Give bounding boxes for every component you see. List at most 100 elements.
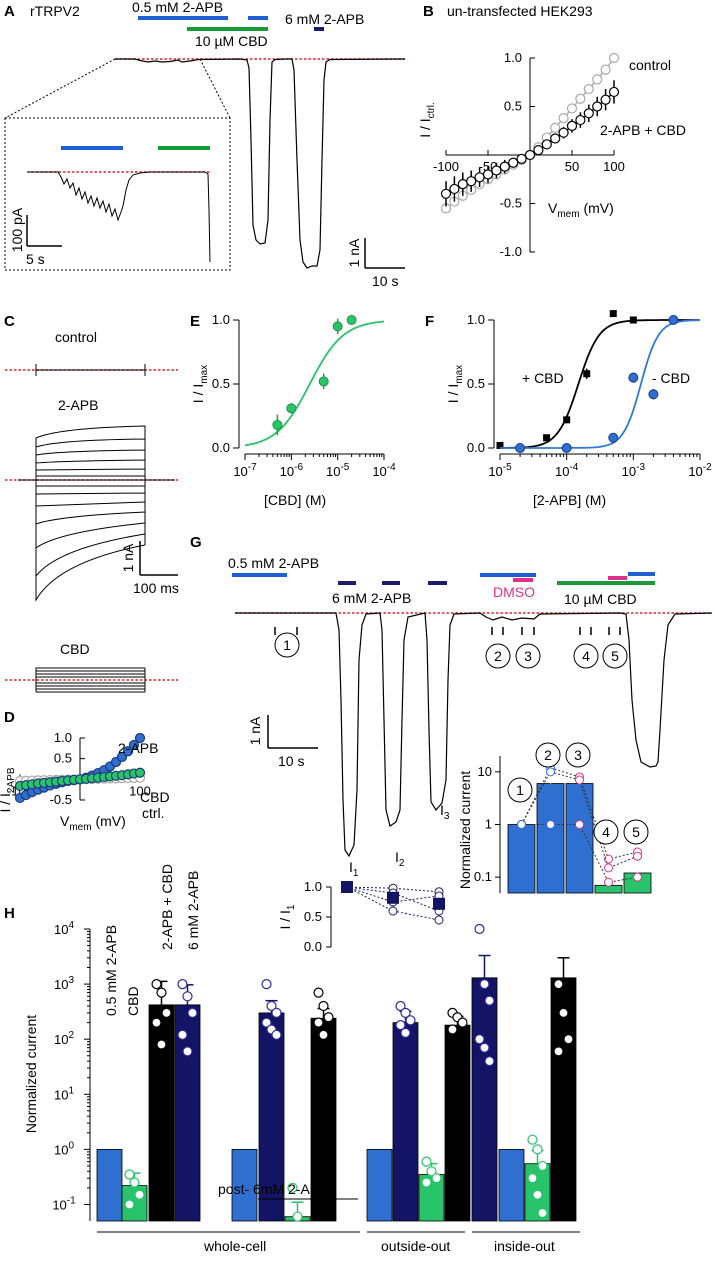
b-xlabel-sub: mem <box>557 209 579 220</box>
E-point <box>346 315 357 325</box>
F-xtick-exp: -5 <box>503 462 512 473</box>
h-ytick-base: 10 <box>54 922 68 937</box>
panel-b: B un-transfected HEK293 -100 -50 50 100-1.0… <box>417 3 686 259</box>
h-cell-point <box>421 1156 432 1167</box>
inset-scale-x-label: 5 s <box>26 251 45 267</box>
h-cell-point <box>400 1027 411 1039</box>
f-ylabel-sub: max <box>454 365 465 384</box>
h-cell-point <box>484 995 495 1006</box>
B-point <box>566 120 578 132</box>
E-ytick-label: 1.0 <box>212 312 230 327</box>
h-ytick-label: 102 <box>54 1030 74 1047</box>
B-point <box>575 93 586 104</box>
gp-cell-line <box>346 886 440 893</box>
h-cell-point <box>266 1000 277 1012</box>
B-xtick-label: -100 <box>433 159 459 174</box>
h-cell-point <box>395 1000 406 1012</box>
h-bar <box>366 1148 393 1222</box>
h-cell-point <box>532 1189 543 1200</box>
g-marker-circle <box>602 643 628 669</box>
F-ytick-label: 0.5 <box>467 376 485 391</box>
B-point <box>499 161 510 172</box>
h-ytick-exp: 4 <box>68 920 74 931</box>
gp-cell-point <box>388 906 398 916</box>
gn-marker-circle <box>593 819 619 845</box>
D-point <box>134 732 146 744</box>
F-xtick-exp: -3 <box>636 462 645 473</box>
gn-cell-point <box>633 851 642 861</box>
g-scale-y-label: 1 nA <box>247 716 263 745</box>
h-ytick-base: 10 <box>54 1087 68 1102</box>
panel-a-letter: A <box>4 3 15 20</box>
g-marker-number: 5 <box>611 648 619 664</box>
h-cell-point <box>124 1199 135 1210</box>
g-marker-circle <box>573 643 599 669</box>
B-point <box>482 169 494 180</box>
B-point <box>583 108 594 119</box>
b-ylabel-sub: ctrl. <box>426 102 437 118</box>
E-ytick-label: 0.5 <box>212 376 230 391</box>
chart-g-normalized-current: 0.1 1 10 Normalized current 1 2 3 4 5 <box>457 742 652 894</box>
gn-cell-point <box>517 820 526 829</box>
F-xtick-label: 10-4 <box>555 462 579 479</box>
h-label-outside-out: outside-out <box>381 1238 450 1254</box>
gn-cell-point <box>575 820 584 829</box>
g-peak-i1: I1 <box>349 859 359 879</box>
b-legend-control: control <box>629 57 671 73</box>
F-xtick-base: 10 <box>555 464 569 479</box>
F-point <box>543 434 551 442</box>
b-xlabel-unit: (mV) <box>580 200 614 216</box>
d-ylabel: I / I2APB <box>0 767 17 812</box>
D-point <box>116 751 128 763</box>
h-label-post-6mm: post- 6mM 2-APB <box>218 1181 328 1197</box>
F-point <box>609 310 617 318</box>
g-peak-i1-sub: 1 <box>353 868 359 879</box>
chart-g-peak-ratio: 0.0 0.5 1.0 I / I1 <box>277 879 445 954</box>
f-ylabel-base: I / I <box>445 384 461 403</box>
h-ytick-base: 10 <box>54 1032 68 1047</box>
D-point <box>134 767 146 778</box>
gn-marker-number: 4 <box>602 824 610 840</box>
h-bar <box>174 1004 201 1222</box>
B-point <box>558 113 569 124</box>
e-xlabel: [CBD] (M) <box>264 492 326 508</box>
panel-b-letter: B <box>423 3 434 20</box>
gn-ytick-label: 1 <box>485 817 492 832</box>
h-ytick-exp: 0 <box>68 1140 74 1151</box>
F-point <box>563 416 571 424</box>
B-point <box>541 139 552 150</box>
h-bar <box>96 1148 123 1222</box>
inset-scale-y-label: 100 pA <box>9 207 25 252</box>
d-xlabel-unit: (mV) <box>92 813 126 829</box>
gn-marker-circle <box>623 819 649 845</box>
F-point <box>608 432 619 443</box>
B-point <box>592 74 603 85</box>
g-scale-x-label: 10 s <box>278 753 304 769</box>
h-cell-point <box>479 1042 490 1053</box>
gn-cell-point <box>633 872 642 882</box>
g-peak-i3-sub: 3 <box>444 811 450 822</box>
control-trace <box>35 364 146 376</box>
F-point <box>648 389 659 400</box>
F-point <box>561 443 572 453</box>
gn-ytick-label: 0.1 <box>474 869 492 884</box>
b-legend-2apb-cbd: 2-APB + CBD <box>600 122 686 138</box>
f-legend-minus-cbd: - CBD <box>652 370 690 386</box>
g-peak-i3: I3 <box>440 802 450 822</box>
chart-d-iv-normalized: -100100-0.50.51.0I / I2APBVmem (mV)2-APB… <box>0 730 170 833</box>
h-cell-point <box>161 1007 172 1019</box>
B-point <box>466 176 477 187</box>
chart-b-iv-untransfected: -100 -50 50 100-1.0-0.50.51.0I / Ictrl.Vmem… <box>417 50 686 259</box>
F-xtick-exp: -2 <box>703 462 712 473</box>
B-point <box>592 101 603 112</box>
h-cell-point <box>400 1007 411 1019</box>
g-label-dmso: DMSO <box>493 584 535 600</box>
d-xlabel-sub: mem <box>69 822 91 833</box>
h-cell-point <box>182 1046 193 1057</box>
gp-mean <box>433 897 445 910</box>
gn-bar <box>536 783 565 894</box>
B-ytick-label: 1.0 <box>504 50 522 65</box>
